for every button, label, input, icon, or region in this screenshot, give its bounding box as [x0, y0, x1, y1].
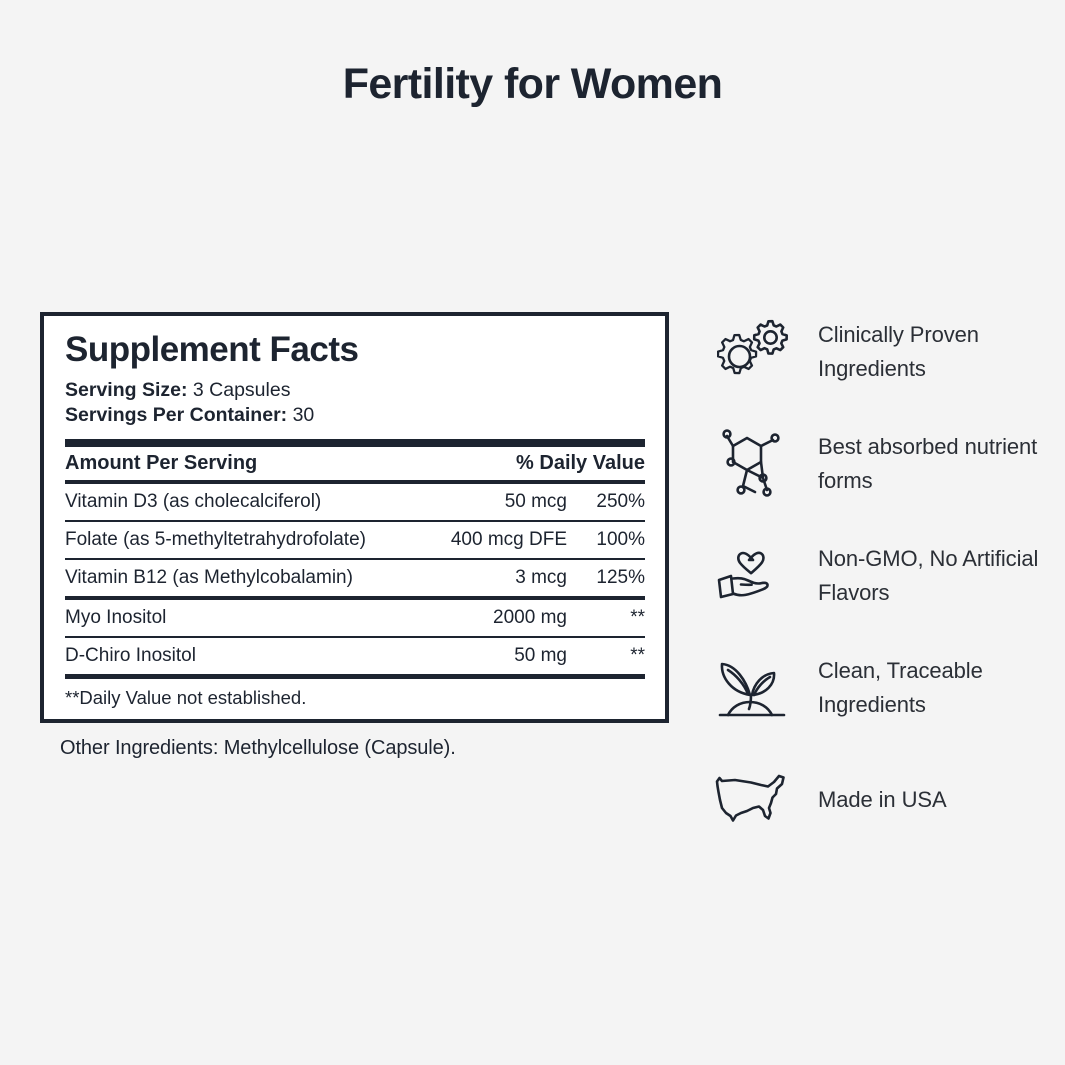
nutrient-amount: 3 mcg [515, 567, 567, 589]
feature-label: Made in USA [818, 786, 947, 812]
supplement-facts-title: Supplement Facts [65, 330, 359, 369]
feature-label: Best absorbed nutrient forms [818, 433, 1038, 493]
nutrient-dv: 100% [596, 529, 645, 551]
supplement-facts-panel: Supplement Facts Serving Size: 3 Capsule… [40, 312, 669, 724]
nutrient-dv: ** [630, 645, 645, 667]
daily-value-header: % Daily Value [516, 452, 645, 475]
nutrient-name: Vitamin D3 (as cholecalciferol) [65, 491, 322, 513]
nutrient-name: Folate (as 5-methyltetrahydrofolate) [65, 529, 366, 551]
table-header-row: Amount Per Serving % Daily Value [65, 447, 645, 480]
table-row: D-Chiro Inositol 50 mg ** [65, 638, 645, 674]
rule-thick-top [65, 439, 645, 448]
nutrient-amount: 50 mg [514, 645, 567, 667]
nutrient-amount: 2000 mg [493, 607, 567, 629]
feature-label: Non-GMO, No Artificial Flavors [818, 545, 1039, 605]
serving-size-line: Serving Size: 3 Capsules [65, 378, 645, 403]
row-separator [65, 596, 645, 601]
feature-label: Clean, Traceable Ingredients [818, 657, 983, 717]
nutrient-dv: 125% [596, 567, 645, 589]
usa-map-icon [705, 772, 800, 828]
table-row: Folate (as 5-methyltetrahydrofolate) 400… [65, 522, 645, 558]
table-row: Myo Inositol 2000 mg ** [65, 600, 645, 636]
serving-size-label: Serving Size: [65, 379, 188, 402]
servings-per-container-line: Servings Per Container: 30 [65, 403, 645, 428]
feature-item-best-absorbed: Best absorbed nutrient forms [705, 408, 1045, 520]
rule-bottom [65, 674, 645, 680]
feature-item-clinically-proven: Clinically Proven Ingredients [705, 296, 1045, 408]
nutrient-name: Myo Inositol [65, 607, 167, 629]
hand-heart-icon [705, 546, 800, 606]
nutrient-amount: 50 mcg [504, 491, 567, 513]
feature-item-clean-traceable: Clean, Traceable Ingredients [705, 632, 1045, 744]
feature-item-non-gmo: Non-GMO, No Artificial Flavors [705, 520, 1045, 632]
rule-under-header [65, 480, 645, 485]
servings-per-container-value: 30 [292, 404, 315, 427]
molecule-icon [705, 428, 800, 500]
row-separator [65, 558, 645, 561]
table-row: Vitamin B12 (as Methylcobalamin) 3 mcg 1… [65, 560, 645, 596]
nutrient-name: Vitamin B12 (as Methylcobalamin) [65, 567, 353, 589]
page-title: Fertility for Women [342, 60, 723, 108]
feature-label: Clinically Proven Ingredients [818, 321, 979, 381]
nutrient-dv: 250% [596, 491, 645, 513]
sprout-icon [705, 655, 800, 721]
row-separator [65, 636, 645, 639]
daily-value-footnote: **Daily Value not established. [65, 687, 307, 709]
other-ingredients: Other Ingredients: Methylcellulose (Caps… [60, 737, 456, 759]
table-row: Vitamin D3 (as cholecalciferol) 50 mcg 2… [65, 484, 645, 520]
nutrient-name: D-Chiro Inositol [65, 645, 196, 667]
nutrient-amount: 400 mcg DFE [450, 529, 567, 551]
amount-per-serving-header: Amount Per Serving [65, 452, 258, 475]
nutrient-dv: ** [630, 607, 645, 629]
serving-size-value: 3 Capsules [192, 379, 291, 402]
servings-per-container-label: Servings Per Container: [65, 404, 288, 427]
row-separator [65, 520, 645, 523]
feature-item-made-in-usa: Made in USA [705, 744, 1045, 856]
feature-list: Clinically Proven Ingredients Best absor… [705, 296, 1045, 856]
gears-icon [705, 319, 800, 385]
